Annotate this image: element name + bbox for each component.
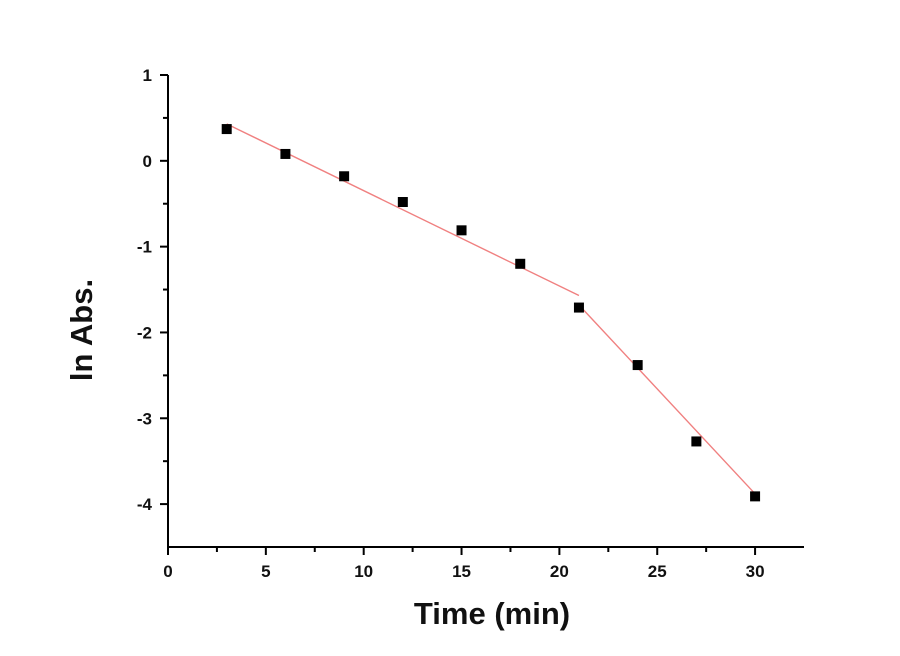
- x-tick-label-20: 20: [550, 562, 569, 581]
- x-axis-title: Time (min): [414, 596, 570, 631]
- data-point: [280, 148, 291, 159]
- y-tick-label-1: 1: [143, 66, 152, 85]
- y-tick-label--3: -3: [137, 409, 152, 428]
- data-point: [456, 225, 467, 236]
- y-tick-label--2: -2: [137, 323, 152, 342]
- x-tick-label-5: 5: [261, 562, 270, 581]
- data-point: [750, 491, 761, 502]
- y-tick-label--1: -1: [137, 238, 152, 257]
- x-tick-label-0: 0: [163, 562, 172, 581]
- y-axis-title: ln Abs.: [64, 279, 99, 381]
- x-tick-label-30: 30: [746, 562, 765, 581]
- x-tick-label-25: 25: [648, 562, 667, 581]
- y-tick-label--4: -4: [137, 495, 153, 514]
- x-tick-label-15: 15: [452, 562, 471, 581]
- data-point: [515, 258, 526, 269]
- y-tick-label-0: 0: [143, 152, 152, 171]
- data-point: [339, 171, 350, 182]
- data-point: [221, 124, 232, 135]
- data-point: [573, 302, 584, 313]
- data-point: [691, 436, 702, 447]
- data-point: [397, 197, 408, 208]
- fit-line-2: [578, 304, 756, 495]
- data-point: [632, 360, 643, 371]
- x-tick-label-10: 10: [354, 562, 373, 581]
- fit-line-1: [226, 123, 580, 297]
